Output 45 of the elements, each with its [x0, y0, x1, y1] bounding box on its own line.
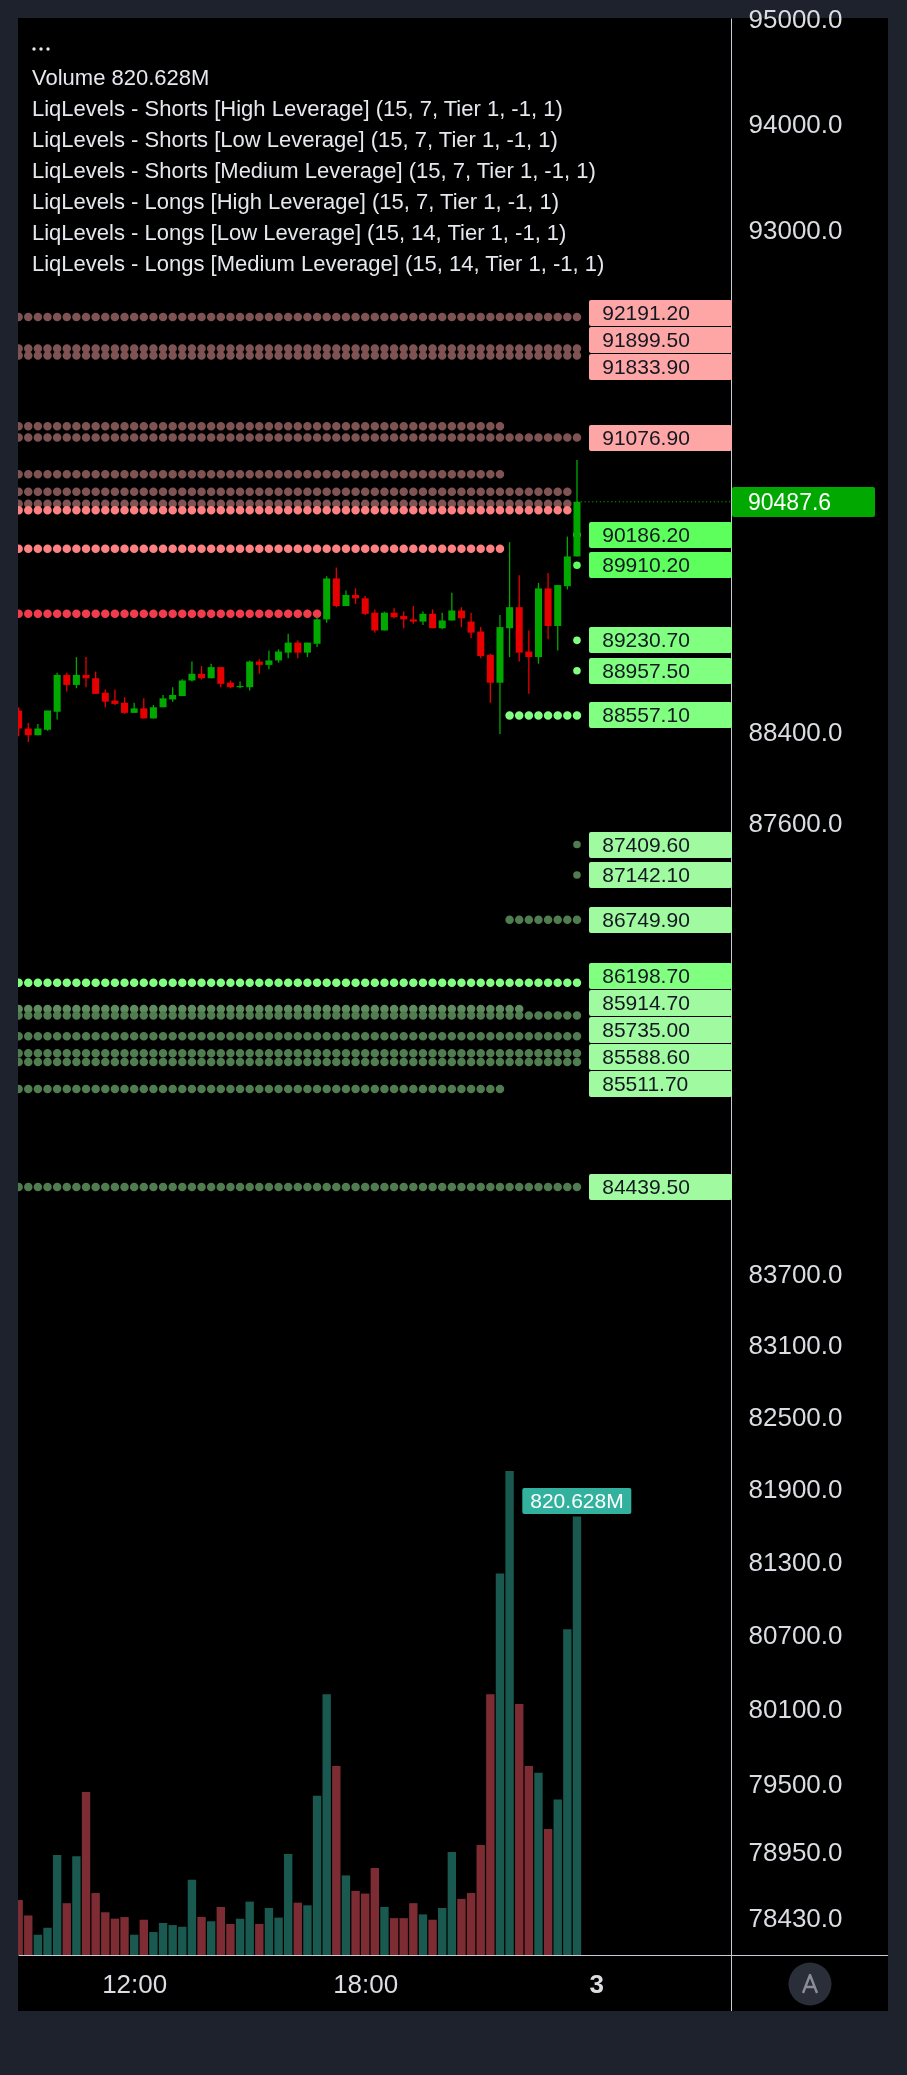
- y-tick-label: 80100.0: [748, 1694, 843, 1725]
- data-label: 86749.90: [589, 906, 733, 933]
- annotation: LiqLevels - Longs [Medium Leverage] (15, 14, Tier 1, -1, 1): [32, 250, 605, 278]
- annotation: LiqLevels - Longs [High Leverage] (15, 7, Tier 1, -1, 1): [32, 188, 561, 216]
- annotation: LiqLevels - Shorts [High Leverage] (15, 7, Tier 1, -1, 1): [32, 95, 564, 123]
- y-tick-label: 88400.0: [748, 717, 843, 748]
- data-label: 91833.90: [589, 354, 733, 381]
- ref-line-label: 90487.6: [732, 486, 875, 517]
- annotation: LiqLevels - Shorts [Medium Leverage] (15, 7, Tier 1, -1, 1): [32, 157, 597, 185]
- data-label: 92191.20: [589, 300, 733, 327]
- y-tick-label: 78950.0: [748, 1837, 843, 1868]
- data-label: 85588.60: [589, 1043, 733, 1070]
- data-label: 87142.10: [589, 861, 733, 888]
- y-tick-label: 83100.0: [748, 1329, 843, 1360]
- data-label: 89230.70: [589, 627, 733, 654]
- y-tick-label: 93000.0: [748, 215, 843, 246]
- data-label: 90186.20: [589, 521, 733, 548]
- data-label: 88957.50: [589, 657, 733, 684]
- y-tick-label: 81900.0: [748, 1473, 843, 1504]
- y-tick-label: 79500.0: [748, 1768, 843, 1799]
- data-label: 820.628M: [522, 1487, 632, 1514]
- data-label: 85914.70: [589, 989, 733, 1016]
- y-tick-label: 83700.0: [748, 1258, 843, 1289]
- annotation: Volume 820.628M: [32, 64, 211, 92]
- data-label: 85511.70: [589, 1070, 733, 1097]
- y-tick-label: 82500.0: [748, 1401, 843, 1432]
- x-tick-label: 12:00: [102, 1968, 168, 1999]
- data-label: 89910.20: [589, 552, 733, 579]
- data-label: 91899.50: [589, 327, 733, 354]
- data-label: 85735.00: [589, 1016, 733, 1043]
- y-tick-label: 81300.0: [748, 1546, 843, 1577]
- data-label: 86198.70: [589, 962, 733, 989]
- y-tick-label: 80700.0: [748, 1620, 843, 1651]
- data-label: 91076.90: [589, 424, 733, 451]
- y-tick-label: 95000.0: [748, 4, 843, 35]
- y-tick-label: 87600.0: [748, 807, 843, 838]
- x-tick-label: 3: [589, 1968, 604, 1999]
- x-tick-label: 18:00: [333, 1968, 399, 1999]
- annotation: LiqLevels - Shorts [Low Leverage] (15, 7, Tier 1, -1, 1): [32, 126, 559, 154]
- y-tick-label: 78430.0: [748, 1902, 843, 1933]
- data-label: 87409.60: [589, 831, 733, 858]
- data-label: 88557.10: [589, 702, 733, 729]
- annotation: LiqLevels - Longs [Low Leverage] (15, 14, Tier 1, -1, 1): [32, 219, 568, 247]
- data-label: 84439.50: [589, 1174, 733, 1201]
- y-tick-label: 94000.0: [748, 109, 843, 140]
